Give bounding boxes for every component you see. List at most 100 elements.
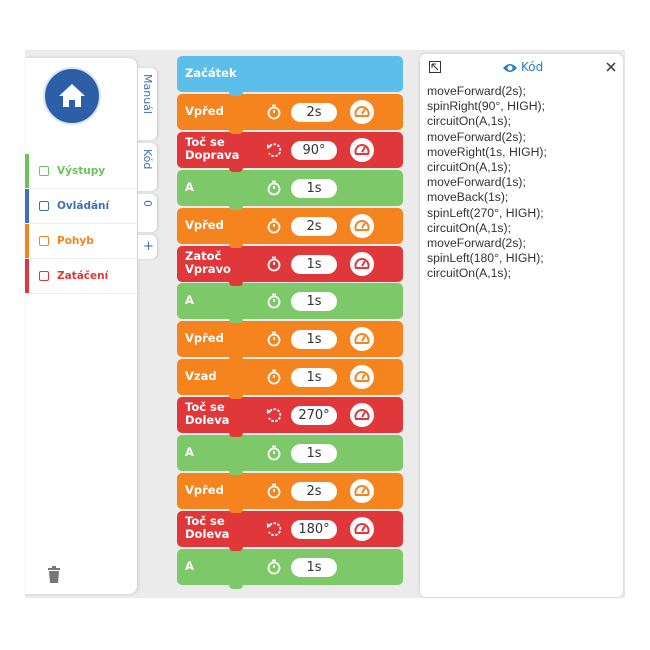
expand-icon[interactable] (429, 61, 441, 73)
side-tab[interactable]: Kód (138, 143, 157, 191)
block-value[interactable]: 1s (291, 254, 337, 274)
code-block[interactable]: Vpřed 2s (177, 93, 403, 134)
code-block[interactable]: A 1s (177, 283, 403, 324)
timer-icon (267, 369, 281, 385)
block-label: Vpřed (185, 218, 224, 232)
category-bar (25, 259, 29, 293)
code-line: spinRight(90°, HIGH); (427, 99, 545, 114)
category-bar (25, 189, 29, 223)
block-notch (229, 582, 243, 589)
block-notch (229, 127, 243, 134)
block-value[interactable]: 1s (291, 292, 337, 312)
block-label-line: Doleva (185, 526, 230, 541)
block-notch (229, 241, 243, 248)
block-label-line: Vpřed (185, 482, 224, 497)
speed-button[interactable] (349, 516, 375, 542)
block-label: Zatoč Vpravo (185, 248, 231, 276)
timer-icon (267, 559, 281, 575)
speed-button[interactable] (349, 402, 375, 428)
category-label: Zatáčení (57, 270, 109, 282)
block-notch (229, 279, 243, 286)
code-title: Kód (521, 60, 544, 74)
rotate-icon (267, 522, 282, 536)
block-label: A (185, 559, 194, 573)
block-value[interactable]: 180° (291, 519, 337, 539)
speed-button[interactable] (349, 213, 375, 239)
timer-icon (267, 180, 281, 196)
code-block[interactable]: A 1s (177, 169, 403, 210)
code-block[interactable]: Toč se Doprava 90° (177, 131, 403, 172)
category-icon (39, 271, 49, 281)
code-block[interactable]: Toč se Doleva 270° (177, 397, 403, 438)
tab-label: Manuál (141, 74, 154, 114)
trash-icon[interactable] (47, 566, 61, 584)
block-label: A (185, 446, 194, 459)
block-label-line: Toč se (185, 400, 225, 415)
block-value[interactable]: 270° (291, 406, 337, 426)
close-icon[interactable] (606, 62, 616, 72)
side-tab[interactable]: 0 (138, 194, 157, 232)
code-line: spinLeft(270°, HIGH); (427, 205, 544, 220)
timer-icon (267, 445, 281, 461)
code-block[interactable]: Začátek (177, 56, 403, 96)
block-label: A (185, 294, 194, 307)
speed-button[interactable] (349, 478, 375, 504)
block-value[interactable]: 2s (291, 102, 337, 122)
code-block[interactable]: Vpřed 2s (177, 207, 403, 248)
speed-button[interactable] (349, 251, 375, 277)
block-label: Toč se Doprava (185, 134, 239, 162)
block-label-line: Vpravo (185, 261, 231, 276)
rotate-icon (267, 143, 282, 157)
block-label-line: Zatoč (185, 248, 222, 263)
block-label: Toč se Doleva (185, 401, 229, 427)
block-label: Vpřed (185, 104, 224, 118)
category-label: Výstupy (57, 165, 106, 177)
sidebar: Výstupy Ovládání Pohyb Zatáčení (25, 58, 137, 594)
block-label: Vpřed (185, 482, 224, 497)
block-label-line: A (185, 293, 194, 308)
category-label: Pohyb (57, 235, 94, 247)
block-notch (229, 506, 243, 513)
block-label: Vzad (185, 370, 217, 383)
speed-button[interactable] (349, 137, 375, 163)
block-value[interactable]: 2s (291, 481, 337, 501)
block-value[interactable]: 1s (291, 368, 337, 388)
block-value[interactable]: 2s (291, 216, 337, 236)
code-block[interactable]: Vzad 1s (177, 359, 403, 400)
code-block[interactable]: Vpřed 1s (177, 321, 403, 362)
block-notch (229, 203, 243, 210)
block-label-line: Toč se (185, 513, 225, 528)
block-label-line: Toč se (185, 134, 225, 149)
block-value[interactable]: 90° (291, 140, 337, 160)
block-label: Začátek (185, 67, 237, 80)
code-line: moveRight(1s, HIGH); (427, 144, 547, 159)
category[interactable]: Pohyb (25, 224, 137, 259)
block-label-line: A (185, 445, 194, 459)
code-line: moveBack(1s); (427, 190, 509, 205)
code-block[interactable]: Vpřed 2s (177, 472, 403, 513)
block-value[interactable]: 1s (291, 330, 337, 350)
code-block[interactable]: Zatoč Vpravo 1s (177, 245, 403, 286)
block-value[interactable]: 1s (291, 444, 337, 463)
category-icon (39, 201, 49, 211)
code-line: moveForward(2s); (427, 84, 526, 98)
speed-button[interactable] (349, 364, 375, 390)
speed-button[interactable] (349, 326, 375, 352)
side-tab[interactable]: + (138, 235, 157, 259)
category[interactable]: Ovládání (25, 189, 137, 224)
timer-icon (267, 483, 281, 499)
block-value[interactable]: 1s (291, 178, 337, 198)
code-block[interactable]: Toč se Doleva 180° (177, 510, 403, 551)
category-icon (39, 236, 49, 246)
category[interactable]: Výstupy (25, 154, 137, 189)
code-block[interactable]: A 1s (177, 548, 403, 589)
code-block[interactable]: A 1s (177, 435, 403, 475)
block-value[interactable]: 1s (291, 557, 337, 577)
home-button[interactable] (42, 66, 102, 126)
speed-button[interactable] (349, 99, 375, 125)
block-label-line: Vzad (185, 369, 217, 384)
block-label: A (185, 180, 194, 194)
category[interactable]: Zatáčení (25, 259, 137, 294)
side-tab[interactable]: Manuál (138, 68, 157, 140)
block-notch (229, 544, 243, 551)
